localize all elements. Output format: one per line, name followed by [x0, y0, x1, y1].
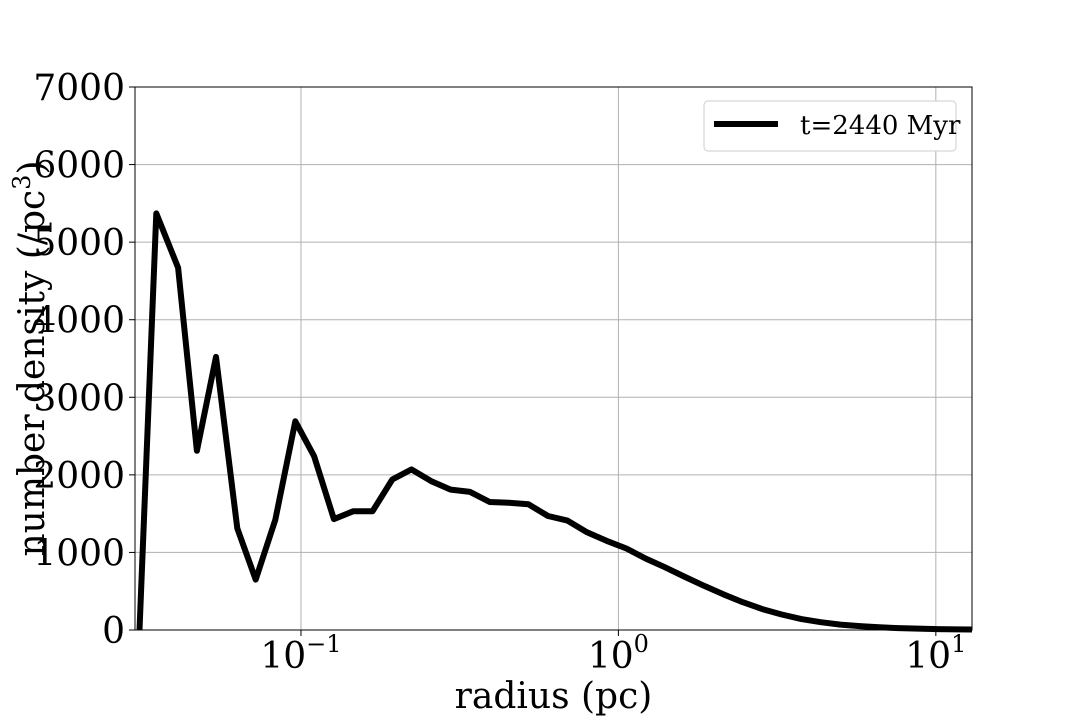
- plot-area: [134, 86, 973, 631]
- y-tick-label: 7000: [33, 68, 125, 109]
- legend-label: t=2440 Myr: [800, 111, 961, 141]
- legend-box: [703, 100, 957, 152]
- y-tick-label: 4000: [33, 301, 125, 342]
- y-tick-label: 2000: [33, 456, 125, 497]
- y-tick-label: 3000: [33, 378, 125, 419]
- y-tick-label: 5000: [33, 223, 125, 264]
- y-tick-label: 1000: [33, 533, 125, 574]
- y-axis-label-main: number density (/pc: [12, 190, 53, 557]
- x-tick-label: 10−1: [260, 630, 341, 677]
- y-axis-label: number density (/pc3): [8, 161, 53, 557]
- x-tick-label: 100: [588, 630, 649, 677]
- series-line: [136, 210, 973, 633]
- y-tick-label: 6000: [33, 146, 125, 187]
- y-axis-label-superscript: 3: [8, 175, 36, 190]
- y-axis: 0 1000 2000 3000 4000 5000 6000 7000: [33, 68, 135, 652]
- y-tick-label: 0: [102, 611, 125, 652]
- x-axis: 10−1 100 101: [260, 630, 966, 677]
- y-axis-label-close: ): [12, 161, 53, 175]
- legend: t=2440 Myr: [703, 100, 961, 152]
- grid: [135, 86, 972, 631]
- x-axis-label: radius (pc): [455, 676, 653, 717]
- x-tick-label: 101: [905, 630, 966, 677]
